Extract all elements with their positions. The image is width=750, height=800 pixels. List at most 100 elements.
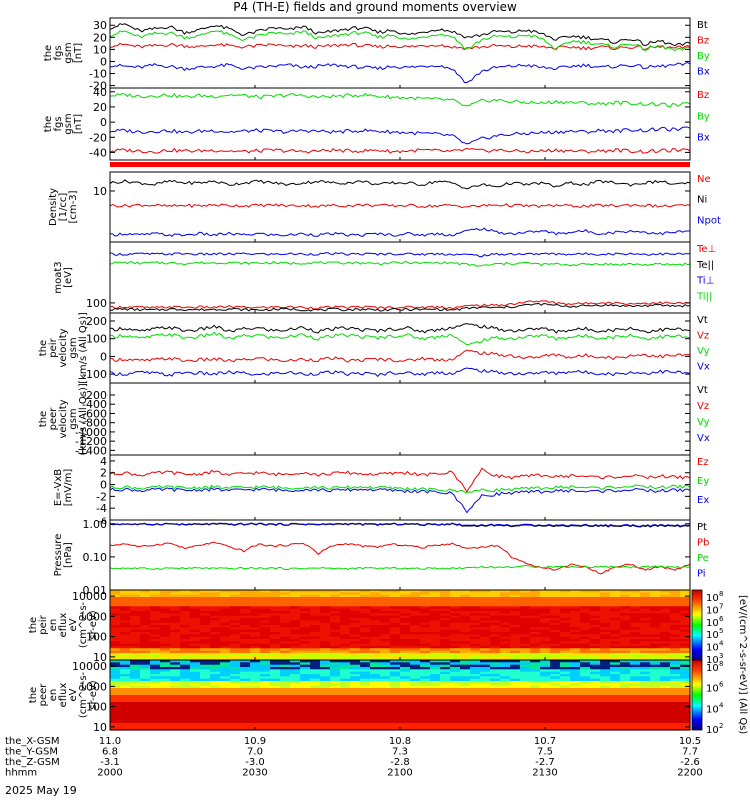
heatmap-cell bbox=[360, 702, 371, 705]
heatmap-cell bbox=[230, 657, 241, 661]
heatmap-cell bbox=[230, 606, 241, 610]
heatmap-cell bbox=[340, 697, 351, 701]
heatmap-cell bbox=[470, 590, 481, 593]
heatmap-cell bbox=[340, 674, 351, 677]
heatmap-cell bbox=[520, 604, 531, 607]
heatmap-cell bbox=[500, 657, 511, 661]
heatmap-cell bbox=[140, 611, 151, 614]
time-axis-row-label: the_X-GSM bbox=[5, 736, 59, 747]
heatmap-cell bbox=[270, 671, 281, 675]
heatmap-cell bbox=[350, 671, 361, 675]
heatmap-cell bbox=[370, 711, 381, 715]
heatmap-cell bbox=[670, 681, 681, 684]
heatmap-cell bbox=[290, 723, 301, 726]
heatmap-cell bbox=[240, 725, 251, 729]
heatmap-cell bbox=[180, 625, 191, 628]
heatmap-cell bbox=[380, 716, 391, 719]
heatmap-cell bbox=[200, 643, 211, 647]
heatmap-cell bbox=[410, 622, 421, 626]
heatmap-cell bbox=[370, 727, 381, 731]
heatmap-cell bbox=[420, 606, 431, 610]
heatmap-cell bbox=[600, 716, 611, 719]
heatmap-cell bbox=[590, 720, 601, 724]
heatmap-cell bbox=[350, 653, 361, 656]
heatmap-cell bbox=[500, 727, 511, 731]
heatmap-cell bbox=[680, 723, 691, 726]
heatmap-cell bbox=[570, 655, 581, 659]
heatmap-cell bbox=[340, 639, 351, 642]
heatmap-cell bbox=[400, 650, 411, 654]
heatmap-cell bbox=[460, 648, 471, 652]
heatmap-cell bbox=[210, 676, 221, 680]
heatmap-cell bbox=[630, 709, 641, 712]
heatmap-cell bbox=[280, 601, 291, 605]
heatmap-cell bbox=[470, 723, 481, 726]
heatmap-cell bbox=[680, 604, 691, 607]
heatmap-cell bbox=[410, 676, 421, 680]
heatmap-cell bbox=[370, 674, 381, 677]
heatmap-cell bbox=[650, 657, 661, 661]
heatmap-cell bbox=[160, 625, 171, 628]
heatmap-cell bbox=[130, 709, 141, 712]
heatmap-cell bbox=[570, 632, 581, 635]
heatmap-cell bbox=[410, 643, 421, 647]
heatmap-cell bbox=[330, 664, 341, 668]
heatmap-cell bbox=[580, 704, 591, 708]
heatmap-cell bbox=[440, 690, 451, 694]
heatmap-cell bbox=[470, 704, 481, 708]
heatmap-cell bbox=[440, 699, 451, 703]
heatmap-cell bbox=[580, 706, 591, 710]
heatmap-cell bbox=[140, 639, 151, 642]
heatmap-cell bbox=[120, 688, 131, 691]
heatmap-cell bbox=[590, 629, 601, 633]
heatmap-cell bbox=[270, 704, 281, 708]
heatmap-cell bbox=[380, 660, 391, 663]
heatmap-cell bbox=[150, 667, 161, 670]
heatmap-cell bbox=[550, 599, 561, 603]
heatmap-cell bbox=[580, 727, 591, 731]
heatmap-cell bbox=[280, 709, 291, 712]
heatmap-cell bbox=[310, 695, 321, 698]
heatmap-cell bbox=[510, 594, 521, 598]
heatmap-cell bbox=[450, 709, 461, 712]
heatmap-cell bbox=[510, 704, 521, 708]
heatmap-cell bbox=[220, 641, 231, 645]
heatmap-cell bbox=[640, 676, 651, 680]
heatmap-cell bbox=[580, 697, 591, 701]
heatmap-cell bbox=[370, 606, 381, 610]
heatmap-cell bbox=[300, 669, 311, 673]
heatmap-cell bbox=[650, 699, 661, 703]
heatmap-cell bbox=[340, 655, 351, 659]
heatmap-cell bbox=[220, 592, 231, 596]
heatmap-cell bbox=[200, 653, 211, 656]
heatmap-cell bbox=[620, 678, 631, 682]
heatmap-cell bbox=[440, 688, 451, 691]
heatmap-cell bbox=[670, 592, 681, 596]
heatmap-cell bbox=[250, 676, 261, 680]
heatmap-cell bbox=[510, 606, 521, 610]
heatmap-cell bbox=[600, 622, 611, 626]
heatmap-cell bbox=[280, 678, 291, 682]
heatmap-cell bbox=[190, 629, 201, 633]
heatmap-cell bbox=[340, 676, 351, 680]
heatmap-cell bbox=[550, 622, 561, 626]
heatmap-cell bbox=[590, 627, 601, 631]
heatmap-cell bbox=[440, 597, 451, 600]
heatmap-cell bbox=[550, 641, 561, 645]
heatmap-cell bbox=[250, 613, 261, 617]
heatmap-cell bbox=[440, 681, 451, 684]
heatmap-cell bbox=[390, 662, 401, 666]
heatmap-cell bbox=[220, 676, 231, 680]
heatmap-cell bbox=[660, 697, 671, 701]
heatmap-cell bbox=[140, 676, 151, 680]
heatmap-cell bbox=[540, 669, 551, 673]
heatmap-cell bbox=[490, 669, 501, 673]
heatmap-cell bbox=[590, 692, 601, 696]
heatmap-cell bbox=[420, 653, 431, 656]
heatmap-cell bbox=[590, 615, 601, 619]
heatmap-cell bbox=[410, 702, 421, 705]
heatmap-cell bbox=[320, 711, 331, 715]
heatmap-cell bbox=[620, 646, 631, 649]
heatmap-cell bbox=[330, 681, 341, 684]
heatmap-cell bbox=[170, 590, 181, 593]
